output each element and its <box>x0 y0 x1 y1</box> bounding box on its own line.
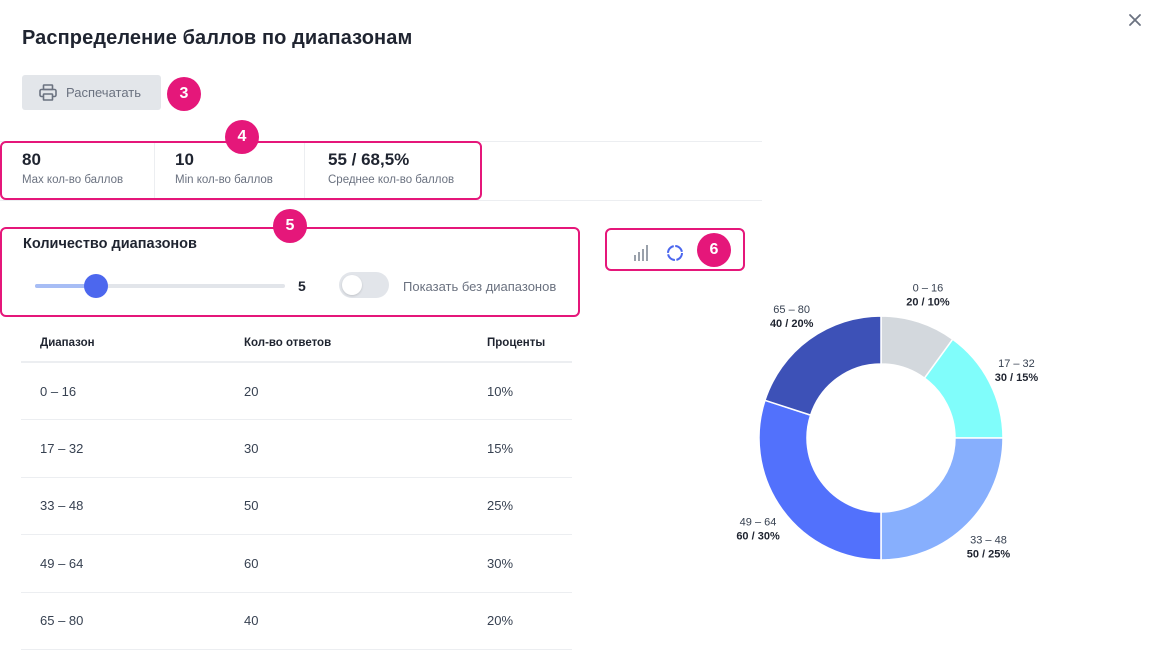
column-header: Диапазон <box>21 324 224 363</box>
bar-chart-icon[interactable] <box>632 243 652 263</box>
donut-slice[interactable] <box>764 315 882 417</box>
slice-range-label: 17 – 32 <box>998 358 1035 370</box>
percent-cell: 30% <box>467 534 572 593</box>
ranges-panel: Количество диапазонов 5 Показать без диа… <box>0 227 580 317</box>
close-icon[interactable] <box>1124 9 1146 31</box>
callout-badge-3: 3 <box>167 77 201 111</box>
table-row: 49 – 64 60 30% <box>21 534 572 593</box>
column-header: Проценты <box>467 324 572 363</box>
slice-value-label: 30 / 15% <box>995 372 1039 384</box>
table-row: 0 – 16 20 10% <box>21 362 572 420</box>
slice-range-label: 33 – 48 <box>970 534 1007 546</box>
slice-value-label: 20 / 10% <box>906 296 950 308</box>
stat-average: 55 / 68,5% Среднее кол-во баллов <box>304 143 480 198</box>
slider-fill <box>35 284 90 288</box>
table-header-row: Диапазон Кол-во ответов Проценты <box>21 324 572 363</box>
distribution-table: Диапазон Кол-во ответов Проценты 0 – 16 … <box>21 324 572 650</box>
slider-thumb[interactable] <box>84 274 108 298</box>
range-cell: 17 – 32 <box>21 419 224 478</box>
show-without-ranges-toggle[interactable] <box>339 272 389 298</box>
range-cell: 65 – 80 <box>21 592 224 650</box>
printer-icon <box>39 84 57 101</box>
column-header: Кол-во ответов <box>224 324 467 363</box>
slice-value-label: 50 / 25% <box>967 548 1011 560</box>
slice-range-label: 49 – 64 <box>740 516 777 528</box>
donut-chart: 0 – 16 20 / 10% 17 – 32 30 / 15% 33 – 48 50 /… <box>736 282 1039 561</box>
callout-badge-5: 5 <box>273 209 307 243</box>
range-cell: 49 – 64 <box>21 534 224 593</box>
range-cell: 0 – 16 <box>21 362 224 420</box>
stat-min: 10 Min кол-во баллов <box>154 143 304 198</box>
stat-label: Min кол-во баллов <box>175 174 273 186</box>
percent-cell: 15% <box>467 419 572 478</box>
count-cell: 20 <box>224 362 467 420</box>
donut-slice[interactable] <box>758 399 882 561</box>
print-button-label: Распечатать <box>66 85 142 100</box>
count-cell: 60 <box>224 534 467 593</box>
callout-badge-4: 4 <box>225 120 259 154</box>
slice-range-label: 0 – 16 <box>913 282 944 294</box>
callout-badge-6: 6 <box>697 233 731 267</box>
table-row: 33 – 48 50 25% <box>21 477 572 535</box>
stat-value: 80 <box>22 150 41 169</box>
count-cell: 30 <box>224 419 467 478</box>
percent-cell: 20% <box>467 592 572 650</box>
stat-label: Среднее кол-во баллов <box>328 174 455 186</box>
count-cell: 50 <box>224 477 467 535</box>
ranges-title: Количество диапазонов <box>23 236 197 252</box>
ranges-slider[interactable] <box>35 274 285 298</box>
print-button[interactable]: Распечатать <box>22 75 161 110</box>
percent-cell: 25% <box>467 477 572 535</box>
slice-value-label: 60 / 30% <box>736 530 780 542</box>
chart-view-switch <box>605 228 745 271</box>
toggle-knob <box>342 275 362 295</box>
divider <box>0 200 762 201</box>
range-cell: 33 – 48 <box>21 477 224 535</box>
stat-max: 80 Max кол-во баллов <box>2 143 154 198</box>
slice-value-label: 40 / 20% <box>770 318 814 330</box>
stat-label: Max кол-во баллов <box>22 174 124 186</box>
toggle-label: Показать без диапазонов <box>403 279 557 294</box>
table-row: 65 – 80 40 20% <box>21 592 572 650</box>
slice-range-label: 65 – 80 <box>773 304 810 316</box>
slider-value: 5 <box>298 278 306 294</box>
stat-value: 10 <box>175 150 194 169</box>
donut-chart-icon[interactable] <box>665 243 685 263</box>
percent-cell: 10% <box>467 362 572 420</box>
table-row: 17 – 32 30 15% <box>21 419 572 478</box>
count-cell: 40 <box>224 592 467 650</box>
stat-value: 55 / 68,5% <box>328 150 410 169</box>
page-title: Распределение баллов по диапазонам <box>22 27 413 49</box>
